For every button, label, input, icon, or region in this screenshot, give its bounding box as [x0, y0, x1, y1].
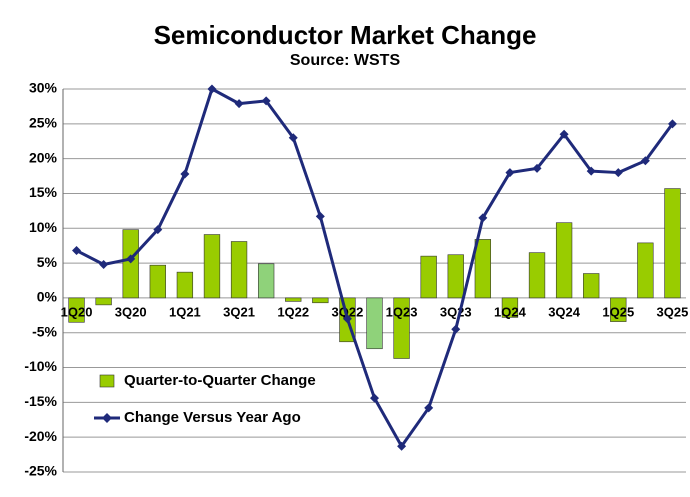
marker [153, 225, 163, 235]
marker [640, 156, 650, 166]
bar [610, 297, 627, 322]
y-tick-label: 10% [29, 219, 58, 235]
bar [637, 242, 654, 299]
bar [528, 252, 546, 299]
y-tick-label: -25% [24, 463, 57, 479]
bar [501, 297, 519, 318]
marker [180, 169, 190, 179]
marker [234, 99, 244, 109]
marker [478, 213, 488, 223]
bar [393, 297, 410, 359]
marker [261, 96, 271, 106]
marker [99, 259, 109, 269]
bar [555, 222, 573, 299]
bar [420, 255, 437, 299]
x-tick-label: 1Q24 [494, 304, 527, 319]
y-tick-label: -10% [24, 358, 57, 374]
chart-title: Semiconductor Market Change [154, 20, 537, 50]
chart-subtitle: Source: WSTS [290, 52, 401, 69]
marker [667, 119, 677, 129]
marker [559, 129, 569, 139]
bar [203, 234, 221, 299]
bar [68, 297, 85, 323]
marker [505, 168, 515, 178]
y-tick-label: -15% [24, 393, 57, 409]
y-tick-label: 20% [29, 149, 58, 165]
legend-label: Quarter-to-Quarter Change [124, 372, 316, 389]
marker [315, 211, 325, 221]
y-tick-label: 25% [29, 115, 58, 131]
y-tick-label: 15% [29, 184, 58, 200]
y-tick-label: 5% [37, 254, 58, 270]
marker [613, 168, 623, 178]
y-tick-label: -5% [32, 323, 57, 339]
bar [583, 273, 600, 299]
marker [397, 441, 407, 451]
marker [424, 403, 434, 413]
x-tick-label: 1Q21 [169, 304, 201, 319]
bar [312, 297, 329, 304]
x-tick-label: 3Q22 [332, 304, 364, 319]
marker [532, 163, 542, 173]
marker [370, 393, 379, 403]
marker [126, 254, 136, 264]
x-tick-label: 3Q23 [440, 304, 472, 319]
marker [207, 84, 217, 94]
bar [366, 297, 383, 350]
marker [451, 324, 461, 334]
x-tick-label: 1Q20 [61, 304, 93, 319]
legend-label: Change Versus Year Ago [124, 409, 301, 426]
x-tick-label: 3Q25 [657, 304, 689, 319]
bar [664, 188, 681, 299]
bar [230, 241, 248, 299]
bar [176, 271, 194, 299]
x-tick-label: 1Q23 [386, 304, 418, 319]
y-tick-label: 0% [37, 289, 58, 305]
y-tick-label: 30% [29, 80, 58, 96]
legend-marker [102, 413, 112, 423]
marker [586, 166, 596, 176]
x-tick-label: 3Q21 [223, 304, 255, 319]
bar [474, 239, 492, 299]
marker [342, 314, 352, 324]
x-tick-label: 3Q24 [548, 304, 581, 319]
x-tick-label: 1Q25 [602, 304, 634, 319]
x-tick-label: 3Q20 [115, 304, 147, 319]
bar [447, 254, 464, 299]
bar [95, 297, 112, 306]
x-tick-label: 1Q22 [277, 304, 309, 319]
bar [122, 229, 139, 299]
bar [285, 297, 302, 302]
marker [72, 246, 82, 256]
legend-swatch [99, 374, 115, 388]
bar [257, 263, 275, 299]
marker [288, 133, 298, 143]
bar [149, 264, 166, 299]
y-tick-label: -20% [24, 428, 57, 444]
